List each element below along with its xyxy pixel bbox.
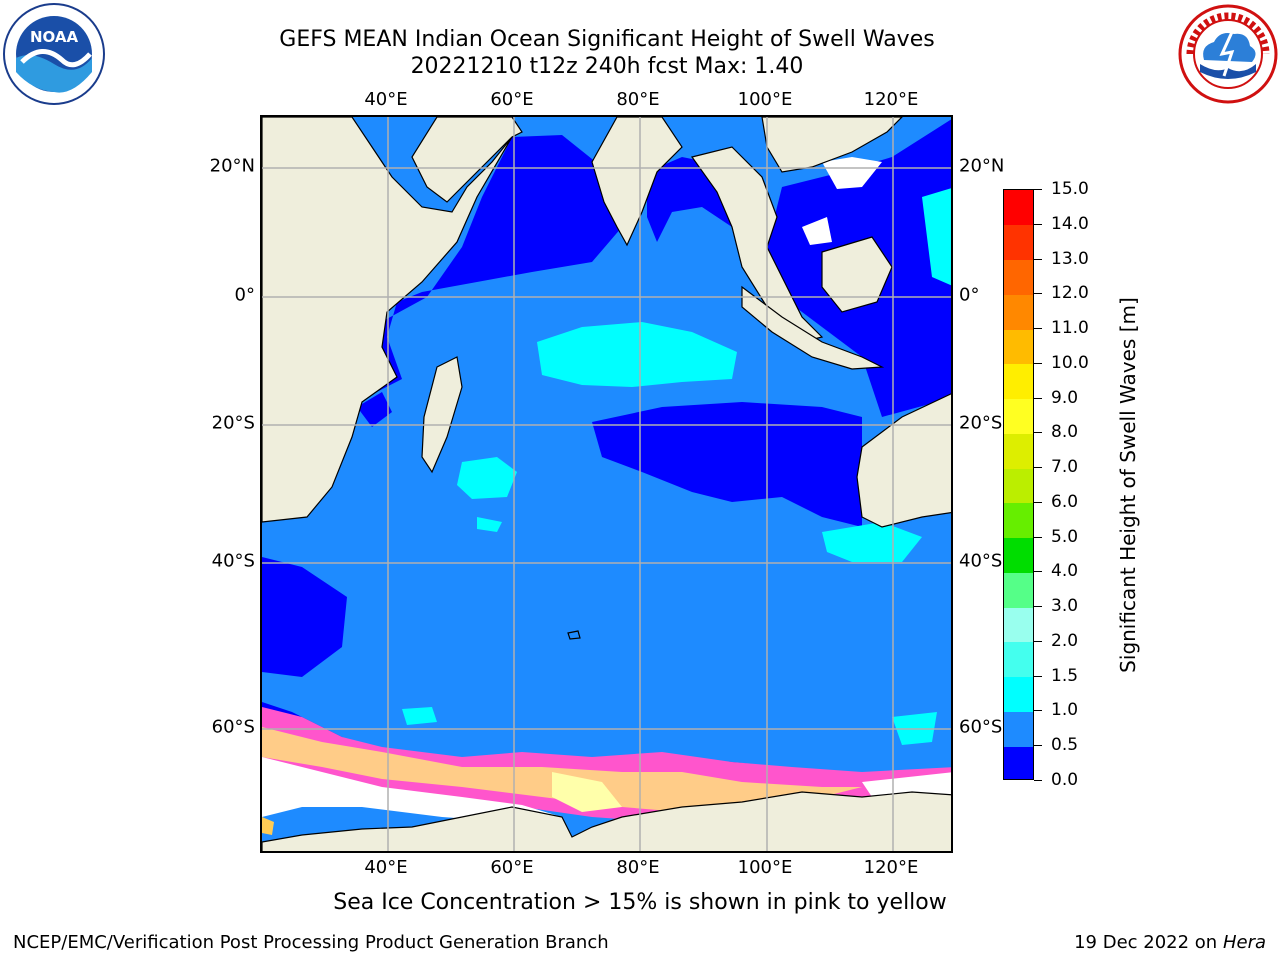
lon-tick-top: 100°E: [737, 89, 793, 110]
colorbar-tick-mark: [1034, 467, 1042, 469]
colorbar-segment: [1004, 607, 1033, 643]
colorbar-tick-mark: [1034, 501, 1042, 503]
colorbar-title: Significant Height of Swell Waves [m]: [1116, 297, 1140, 673]
sea-ice-note: Sea Ice Concentration > 15% is shown in …: [333, 890, 947, 915]
colorbar-segment: [1004, 537, 1033, 573]
lon-tick-bottom: 60°E: [490, 857, 534, 878]
colorbar-tick-mark: [1034, 397, 1042, 399]
colorbar-tick-mark: [1034, 362, 1042, 364]
swell-height-map: [260, 115, 953, 853]
colorbar-tick-mark: [1034, 745, 1042, 747]
colorbar-tick-label: 0.0: [1051, 770, 1079, 790]
colorbar-tick-mark: [1034, 293, 1042, 295]
colorbar-tick-label: 10.0: [1051, 352, 1089, 373]
lat-tick-left: 60°S: [211, 716, 255, 738]
colorbar-tick-mark: [1034, 710, 1042, 712]
lat-tick-right: 20°N: [959, 155, 1005, 177]
chart-title: GEFS MEAN Indian Ocean Significant Heigh…: [279, 27, 935, 52]
land-areas: [262, 117, 951, 851]
credit-host: Hera: [1222, 932, 1266, 953]
colorbar-segment: [1004, 294, 1033, 330]
map-layers: [262, 117, 951, 851]
colorbar: [1003, 189, 1034, 780]
lat-tick-left: 40°S: [211, 550, 255, 572]
colorbar-tick-label: 13.0: [1051, 248, 1089, 269]
lat-tick-right: 20°S: [959, 412, 1003, 434]
colorbar-tick-label: 2.0: [1051, 630, 1079, 651]
lon-tick-top: 80°E: [616, 89, 660, 110]
national-weather-service-logo-icon: [1178, 4, 1278, 104]
colorbar-tick-label: 14.0: [1051, 213, 1089, 234]
colorbar-tick-label: 12.0: [1051, 283, 1089, 304]
colorbar-tick-label: 6.0: [1051, 491, 1079, 512]
colorbar-tick-mark: [1034, 640, 1042, 642]
colorbar-tick-mark: [1034, 432, 1042, 434]
noaa-logo-icon: NOAA: [3, 3, 105, 105]
colorbar-segment: [1004, 398, 1033, 434]
colorbar-segment: [1004, 433, 1033, 469]
lon-tick-bottom: 120°E: [863, 857, 919, 878]
colorbar-tick-label: 4.0: [1051, 561, 1079, 582]
chart-subtitle: 20221210 t12z 240h fcst Max: 1.40: [410, 54, 804, 79]
colorbar-segment: [1004, 502, 1033, 539]
colorbar-tick-mark: [1034, 189, 1042, 190]
colorbar-segment: [1004, 190, 1033, 226]
colorbar-tick-mark: [1034, 328, 1042, 330]
producer-credit: NCEP/EMC/Verification Post Processing Pr…: [13, 932, 609, 953]
colorbar-tick-label: 8.0: [1051, 422, 1079, 443]
colorbar-segment: [1004, 468, 1033, 504]
colorbar-tick-mark: [1034, 258, 1042, 260]
colorbar-tick-label: 1.5: [1051, 665, 1079, 686]
lat-tick-left: 20°N: [209, 155, 255, 177]
colorbar-tick-mark: [1034, 675, 1042, 677]
colorbar-tick-label: 5.0: [1051, 526, 1079, 547]
lat-tick-right: 40°S: [959, 550, 1003, 572]
lon-tick-bottom: 40°E: [364, 857, 408, 878]
colorbar-segment: [1004, 572, 1033, 608]
lon-tick-bottom: 100°E: [737, 857, 793, 878]
colorbar-tick-mark: [1034, 223, 1042, 225]
lat-tick-left: 0°: [234, 284, 255, 306]
colorbar-segment: [1004, 224, 1033, 260]
colorbar-tick-mark: [1034, 571, 1042, 573]
colorbar-segment: [1004, 259, 1033, 295]
colorbar-segment: [1004, 711, 1033, 747]
lon-tick-top: 40°E: [364, 89, 408, 110]
colorbar-tick-label: 0.5: [1051, 735, 1079, 756]
lat-tick-right: 60°S: [959, 716, 1003, 738]
colorbar-tick-label: 11.0: [1051, 318, 1089, 339]
noaa-logo-text: NOAA: [30, 28, 79, 46]
colorbar-segment: [1004, 641, 1033, 678]
credit-date: 19 Dec 2022 on: [1074, 932, 1218, 953]
colorbar-tick-label: 15.0: [1051, 179, 1089, 199]
lat-tick-left: 20°S: [211, 412, 255, 434]
colorbar-tick-label: 9.0: [1051, 387, 1079, 408]
colorbar-tick-label: 3.0: [1051, 596, 1079, 617]
lon-tick-bottom: 80°E: [616, 857, 660, 878]
colorbar-tick-label: 1.0: [1051, 700, 1079, 721]
colorbar-segment: [1004, 363, 1033, 400]
colorbar-segment: [1004, 676, 1033, 712]
colorbar-tick-mark: [1034, 606, 1042, 608]
graticule: [262, 117, 951, 851]
colorbar-segment: [1004, 746, 1033, 779]
colorbar-tick-label: 7.0: [1051, 457, 1079, 478]
lon-tick-top: 60°E: [490, 89, 534, 110]
kerguelen-island: [567, 630, 581, 640]
colorbar-tick-mark: [1034, 780, 1042, 781]
colorbar-tick-mark: [1034, 536, 1042, 538]
sea-ice-band: [262, 707, 951, 835]
lon-tick-top: 120°E: [863, 89, 919, 110]
run-date-credit: 19 Dec 2022 on Hera: [1074, 932, 1266, 953]
lat-tick-right: 0°: [959, 284, 980, 306]
colorbar-segment: [1004, 329, 1033, 365]
